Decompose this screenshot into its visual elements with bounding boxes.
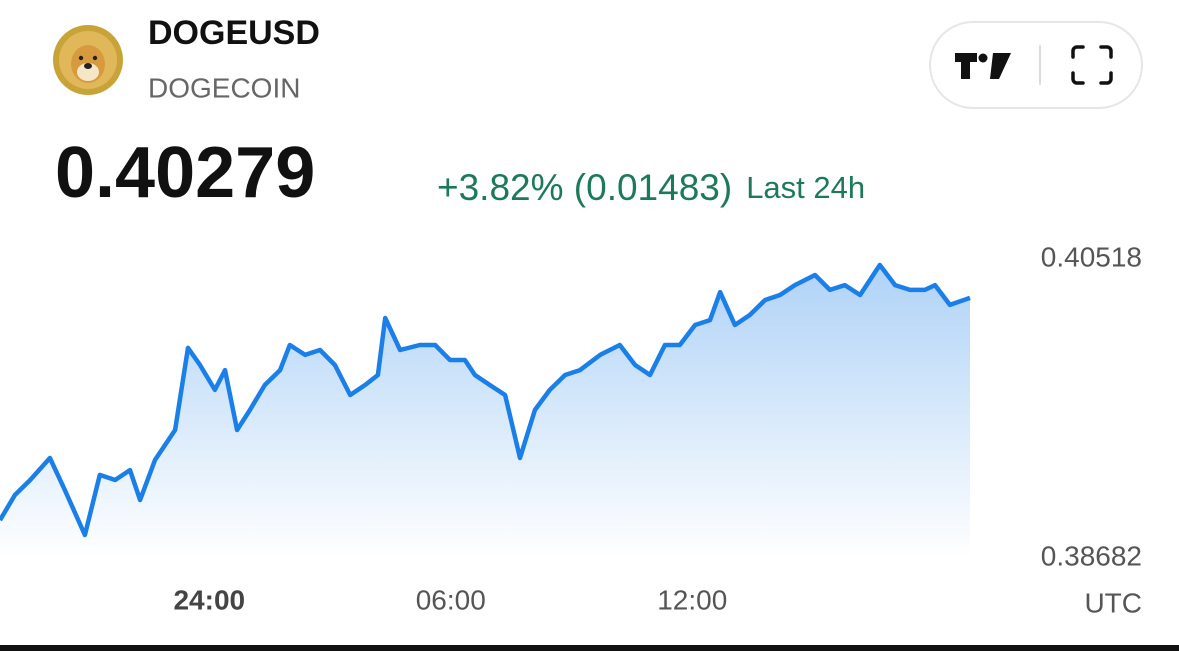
change-period: Last 24h <box>746 170 865 205</box>
logo <box>53 25 123 95</box>
x-unit: UTC <box>1084 587 1142 618</box>
y-tick-label: 0.40518 <box>1041 241 1142 272</box>
price-change-line: +3.82% (0.01483) Last 24h <box>437 167 865 208</box>
price-change: +3.82% (0.01483) <box>437 167 732 208</box>
plot: 0.40518 0.38682 24:00 06:00 12:00 UTC <box>0 241 1142 618</box>
symbol: DOGEUSD <box>148 14 320 52</box>
price-line <box>0 262 971 538</box>
area-fill <box>0 265 970 558</box>
last-price: 0.40279 <box>55 133 315 213</box>
y-tick-label: 0.38682 <box>1041 540 1142 571</box>
fullscreen-button[interactable] <box>1071 45 1113 85</box>
x-tick-label: 24:00 <box>173 584 245 615</box>
x-tick-label: 06:00 <box>416 584 486 615</box>
toolbar <box>929 21 1143 109</box>
tradingview-logo[interactable] <box>955 53 1011 79</box>
bottom-border <box>0 645 1179 651</box>
asset-name: DOGECOIN <box>148 72 300 103</box>
x-tick-label: 12:00 <box>657 584 727 615</box>
